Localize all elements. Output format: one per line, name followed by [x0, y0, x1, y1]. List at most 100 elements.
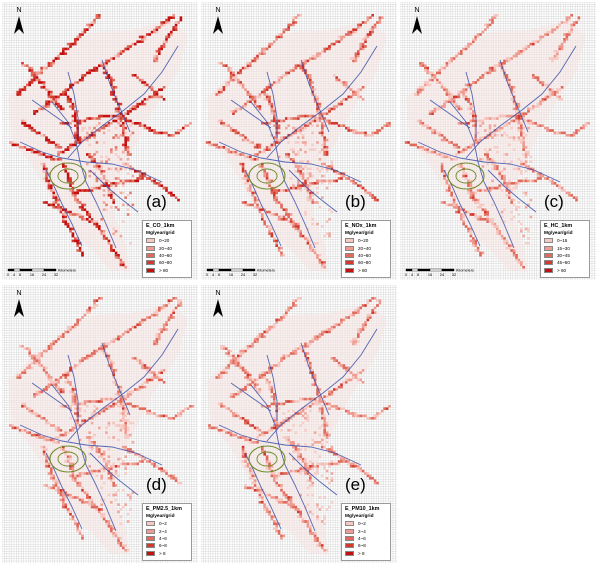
emission-cell [385, 124, 389, 127]
scale-bar-segment [212, 268, 220, 272]
emission-cell [265, 179, 269, 183]
emission-cell [11, 426, 15, 430]
emission-cell [136, 405, 139, 408]
emission-cell [124, 47, 127, 51]
emission-cell [551, 182, 554, 185]
emission-cell [253, 484, 257, 487]
emission-cell [337, 102, 341, 106]
emission-cell [141, 455, 144, 458]
emission-cell [263, 335, 266, 338]
emission-cell [311, 143, 314, 147]
emission-cell [117, 400, 120, 403]
emission-cell [261, 165, 264, 168]
emission-cell [110, 397, 113, 401]
emission-cell [23, 369, 27, 372]
emission-cell [105, 160, 108, 163]
emission-cell [486, 158, 489, 161]
emission-cell [572, 131, 576, 135]
emission-cell [86, 134, 89, 137]
emission-cell [86, 210, 89, 214]
emission-cell [256, 57, 259, 60]
emission-cell [100, 297, 103, 300]
emission-cell [282, 74, 286, 77]
emission-cell [249, 98, 252, 101]
emission-cell [71, 234, 75, 238]
emission-cell [532, 40, 535, 43]
emission-cell [249, 345, 252, 348]
emission-cell [95, 407, 99, 410]
emission-cell [105, 184, 108, 187]
emission-cell [112, 534, 115, 538]
emission-cell [325, 112, 329, 115]
emission-cell [112, 397, 115, 401]
emission-cell [71, 395, 75, 398]
emission-cell [42, 366, 46, 370]
emission-cell [126, 448, 130, 451]
emission-cell [170, 316, 173, 319]
emission-cell [565, 16, 569, 19]
emission-cell [488, 131, 492, 135]
emission-cell [297, 412, 300, 415]
emission-cell [30, 357, 34, 360]
emission-cell [90, 21, 94, 24]
emission-cell [556, 95, 559, 99]
legend-swatch [345, 245, 354, 251]
emission-cell [165, 414, 168, 418]
emission-cell [129, 165, 132, 168]
emission-cell [62, 218, 65, 221]
emission-cell [311, 340, 314, 343]
emission-cell [21, 429, 24, 432]
emission-cell [265, 86, 269, 89]
emission-cell [90, 186, 94, 190]
emission-cell [71, 388, 75, 391]
emission-cell [565, 35, 569, 39]
emission-cell [361, 21, 365, 24]
emission-cell [50, 95, 53, 99]
emission-cell [364, 35, 367, 39]
emission-cell [241, 445, 245, 449]
emission-cell [57, 146, 60, 149]
emission-cell [45, 66, 48, 70]
emission-cell [90, 131, 94, 135]
emission-cell [448, 203, 451, 207]
emission-cell [527, 179, 530, 183]
emission-cell [328, 232, 331, 235]
emission-cell [565, 191, 569, 195]
emission-cell [488, 23, 492, 27]
emission-cell [114, 167, 118, 171]
emission-cell [323, 179, 326, 183]
emission-cell [460, 162, 463, 166]
emission-cell [18, 429, 22, 432]
emission-cell [306, 184, 310, 187]
emission-cell [74, 424, 77, 427]
emission-cell [28, 364, 31, 367]
emission-cell [280, 33, 283, 36]
emission-cell [474, 249, 477, 252]
emission-cell [568, 30, 571, 34]
emission-cell [508, 182, 511, 185]
emission-cell [505, 74, 509, 77]
emission-cell [81, 30, 84, 34]
emission-cell [287, 153, 290, 156]
emission-cell [316, 167, 319, 171]
emission-cell [131, 42, 135, 46]
emission-cell [76, 198, 79, 202]
emission-cell [503, 220, 506, 223]
emission-cell [124, 122, 127, 125]
emission-cell [9, 424, 12, 427]
emission-cell [57, 429, 60, 432]
emission-cell [71, 191, 75, 195]
emission-cell [551, 88, 554, 91]
emission-cell [515, 54, 518, 58]
emission-cell [246, 189, 250, 192]
emission-cell [265, 467, 269, 470]
emission-cell [126, 426, 130, 430]
emission-cell [222, 369, 226, 372]
emission-cell [476, 35, 480, 39]
emission-cell [155, 28, 159, 31]
emission-cell [275, 141, 278, 144]
emission-cell [318, 170, 322, 173]
emission-cell [241, 455, 245, 458]
emission-cell [371, 14, 374, 17]
emission-cell [122, 462, 125, 466]
